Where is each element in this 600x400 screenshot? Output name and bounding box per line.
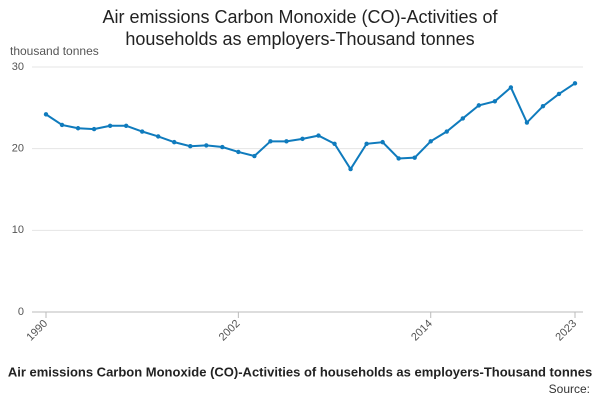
y-axis-label: thousand tonnes (10, 44, 99, 58)
point (43, 112, 49, 117)
point (380, 139, 385, 145)
x-tick-label: 1990 (24, 318, 50, 344)
y-tick-label: 20 (12, 143, 24, 155)
point (492, 99, 498, 104)
point (444, 129, 449, 134)
point (508, 85, 514, 90)
point (156, 134, 161, 139)
point (476, 103, 482, 108)
point (428, 139, 433, 144)
point (252, 153, 257, 159)
y-tick-label: 10 (12, 224, 24, 236)
point (540, 104, 546, 109)
point (123, 123, 129, 128)
x-tick-label: 2002 (217, 318, 243, 344)
point (75, 126, 81, 131)
point (139, 129, 145, 134)
x-tick-label: 2023 (553, 318, 579, 344)
line (45, 82, 576, 171)
point (524, 120, 530, 125)
x-tick-label: 2014 (409, 318, 435, 344)
source: Source: (549, 382, 590, 396)
chart-title: Air emissions Carbon Monoxide (CO)-Activ… (102, 7, 498, 49)
y-tick-label: 30 (12, 61, 24, 73)
point (172, 139, 177, 145)
point (332, 141, 337, 146)
y-tick-label: 0 (18, 306, 24, 318)
point (364, 141, 369, 146)
point (460, 116, 465, 121)
point (236, 149, 241, 155)
point (412, 155, 417, 160)
point (220, 144, 225, 150)
point (188, 144, 193, 149)
point (316, 133, 321, 138)
point (107, 123, 113, 128)
point (284, 139, 289, 144)
point (348, 166, 353, 172)
point (91, 126, 97, 132)
point (556, 91, 562, 97)
point (572, 81, 578, 86)
point (300, 136, 305, 142)
point (396, 156, 401, 161)
point (204, 143, 209, 148)
point (268, 139, 273, 144)
caption: Air emissions Carbon Monoxide (CO)-Activ… (8, 364, 592, 379)
point (59, 122, 65, 128)
